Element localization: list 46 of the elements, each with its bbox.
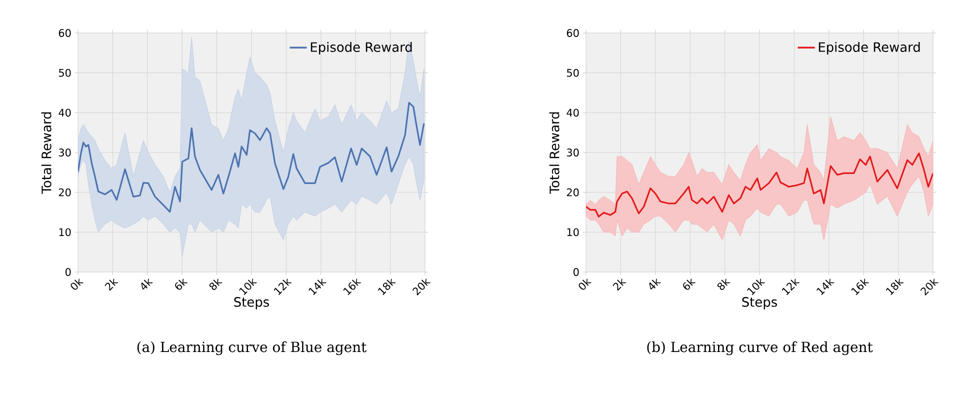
text: (b) Learning curve of Red agent xyxy=(647,341,873,356)
y-tick-label: 30 xyxy=(58,148,71,156)
y-tick-label: 20 xyxy=(58,188,71,196)
y-tick-label: 20 xyxy=(566,188,579,196)
x-tick-label: 6k xyxy=(683,278,696,290)
y-tick-label: 10 xyxy=(567,228,579,236)
y-tick-label: 0 xyxy=(574,268,579,276)
x-tick-label: 6k xyxy=(175,278,188,290)
x-tick-label: 10k xyxy=(239,278,258,296)
y-tick-label: 60 xyxy=(566,29,579,37)
y-tick-label: 10 xyxy=(59,228,71,236)
x-tick-label: 18k xyxy=(886,278,904,296)
x-tick-label: 16k xyxy=(343,278,362,296)
x-tick-label: 12k xyxy=(274,278,292,296)
x-tick-label: 20k xyxy=(412,278,431,296)
x-tick-label: 10k xyxy=(747,278,766,296)
x-axis-title: Steps xyxy=(742,297,777,310)
y-tick-label: 40 xyxy=(566,108,579,117)
y-axis-title: Total Reward xyxy=(41,112,52,194)
legend-label: Episode Reward xyxy=(818,42,920,54)
y-axis-title: Total Reward xyxy=(549,112,560,194)
x-tick-label: 16k xyxy=(851,278,870,296)
x-tick-label: 12k xyxy=(782,278,800,296)
y-tick-label: 0 xyxy=(66,268,71,276)
y-tick-label: 50 xyxy=(58,68,71,77)
x-tick-label: 4k xyxy=(141,278,153,290)
x-tick-label: 20k xyxy=(920,278,939,296)
x-tick-label: 14k xyxy=(308,278,326,296)
x-tick-label: 2k xyxy=(104,278,118,291)
legend-label: Episode Reward xyxy=(310,42,412,54)
x-tick-label: 0k xyxy=(578,278,592,290)
x-tick-label: 18k xyxy=(378,278,396,296)
y-tick-label: 50 xyxy=(566,68,579,77)
y-tick-label: 40 xyxy=(58,108,71,117)
x-axis-title: Steps xyxy=(234,297,269,310)
x-tick-label: 2k xyxy=(612,278,626,291)
x-tick-label: 4k xyxy=(649,278,661,290)
x-tick-label: 8k xyxy=(209,278,222,290)
y-tick-label: 30 xyxy=(566,148,579,156)
text: (a) Learning curve of Blue agent xyxy=(137,341,367,356)
x-tick-label: 8k xyxy=(717,278,730,290)
line-series xyxy=(78,102,425,213)
x-tick-label: 0k xyxy=(70,278,84,290)
x-tick-label: 14k xyxy=(816,278,834,296)
line-series xyxy=(586,152,934,218)
y-tick-label: 60 xyxy=(58,29,71,37)
